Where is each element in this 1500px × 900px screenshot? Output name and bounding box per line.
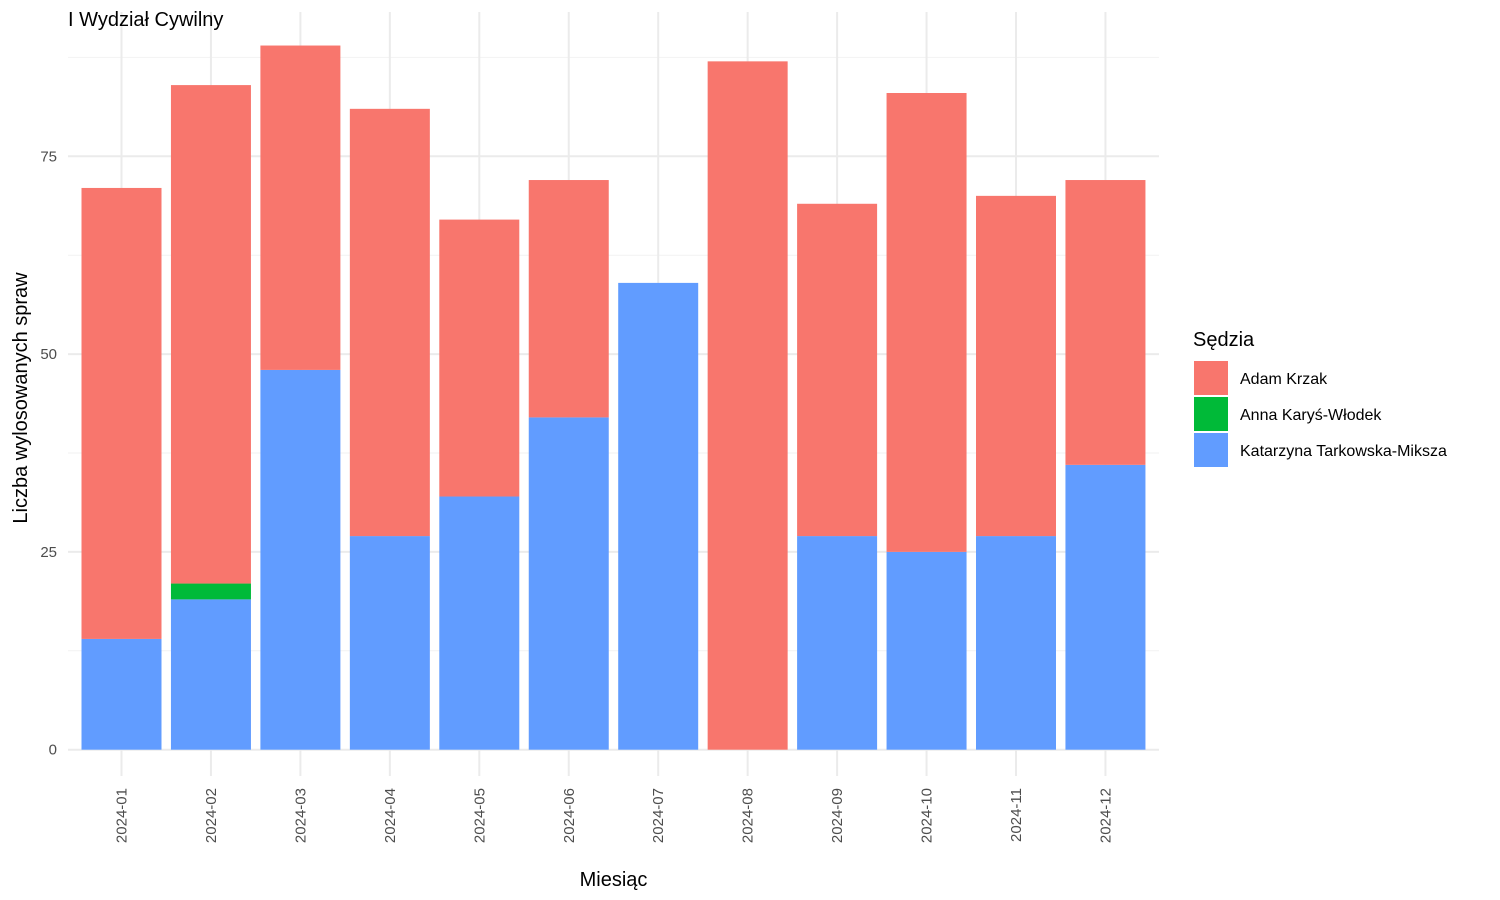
bar-segment: [528, 180, 609, 418]
bar-segment: [797, 536, 878, 750]
y-tick-label: 75: [40, 148, 57, 165]
chart-title: I Wydział Cywilny: [68, 9, 223, 31]
x-tick-label: 2024-08: [740, 788, 757, 843]
bar-segment: [528, 417, 609, 750]
x-tick-label: 2024-03: [292, 788, 309, 843]
y-axis-ticks: 0 25 50 75: [40, 148, 57, 758]
legend-swatch: [1194, 397, 1228, 431]
bar-segment: [707, 61, 788, 750]
bar-segment: [170, 85, 251, 584]
bar-segment: [886, 551, 967, 750]
x-tick-label: 2024-06: [561, 788, 578, 843]
legend-swatch: [1194, 361, 1228, 395]
legend-swatch: [1194, 433, 1228, 467]
bar-segment: [170, 599, 251, 750]
legend-label: Katarzyna Tarkowska-Miksza: [1240, 443, 1447, 460]
y-axis-title: Liczba wylosowanych spraw: [10, 272, 32, 524]
legend-items: Adam Krzak Anna Karyś-Włodek Katarzyna Tar…: [1194, 361, 1447, 467]
bar-segment: [260, 369, 341, 750]
x-axis-title: Miesiąc: [580, 869, 648, 891]
x-tick-label: 2024-10: [919, 788, 936, 843]
bar-segment: [81, 638, 162, 750]
x-tick-label: 2024-09: [829, 788, 846, 843]
bar-segment: [81, 187, 162, 639]
x-axis-ticks: 2024-01 2024-02 2024-03 2024-04 2024-05 2024-…: [114, 788, 1115, 843]
bars: [81, 45, 1146, 750]
bar-segment: [170, 583, 251, 600]
bar-segment: [886, 93, 967, 552]
y-tick-label: 25: [40, 544, 57, 561]
legend-label: Adam Krzak: [1240, 371, 1328, 388]
x-tick-label: 2024-11: [1008, 788, 1025, 842]
bar-segment: [797, 203, 878, 537]
x-tick-label: 2024-05: [471, 788, 488, 843]
legend: Sędzia Adam Krzak Anna Karyś-Włodek Katarz…: [1193, 329, 1447, 467]
bar-segment: [439, 496, 520, 750]
x-tick-label: 2024-02: [203, 788, 220, 843]
bar-segment: [618, 282, 699, 750]
bar-segment: [976, 195, 1056, 537]
x-tick-label: 2024-07: [650, 788, 667, 843]
bar-segment: [1065, 180, 1146, 465]
bar-segment: [349, 536, 430, 750]
legend-label: Anna Karyś-Włodek: [1240, 407, 1382, 424]
bar-segment: [439, 219, 520, 497]
legend-title: Sędzia: [1193, 329, 1255, 351]
bar-segment: [1065, 464, 1146, 750]
x-tick-label: 2024-12: [1097, 788, 1114, 843]
bar-segment: [260, 45, 341, 370]
x-tick-label: 2024-04: [382, 788, 399, 843]
bar-segment: [976, 536, 1056, 750]
x-tick-label: 2024-01: [114, 788, 131, 843]
y-tick-label: 50: [40, 346, 57, 363]
bar-segment: [349, 108, 430, 537]
y-tick-label: 0: [49, 742, 57, 759]
